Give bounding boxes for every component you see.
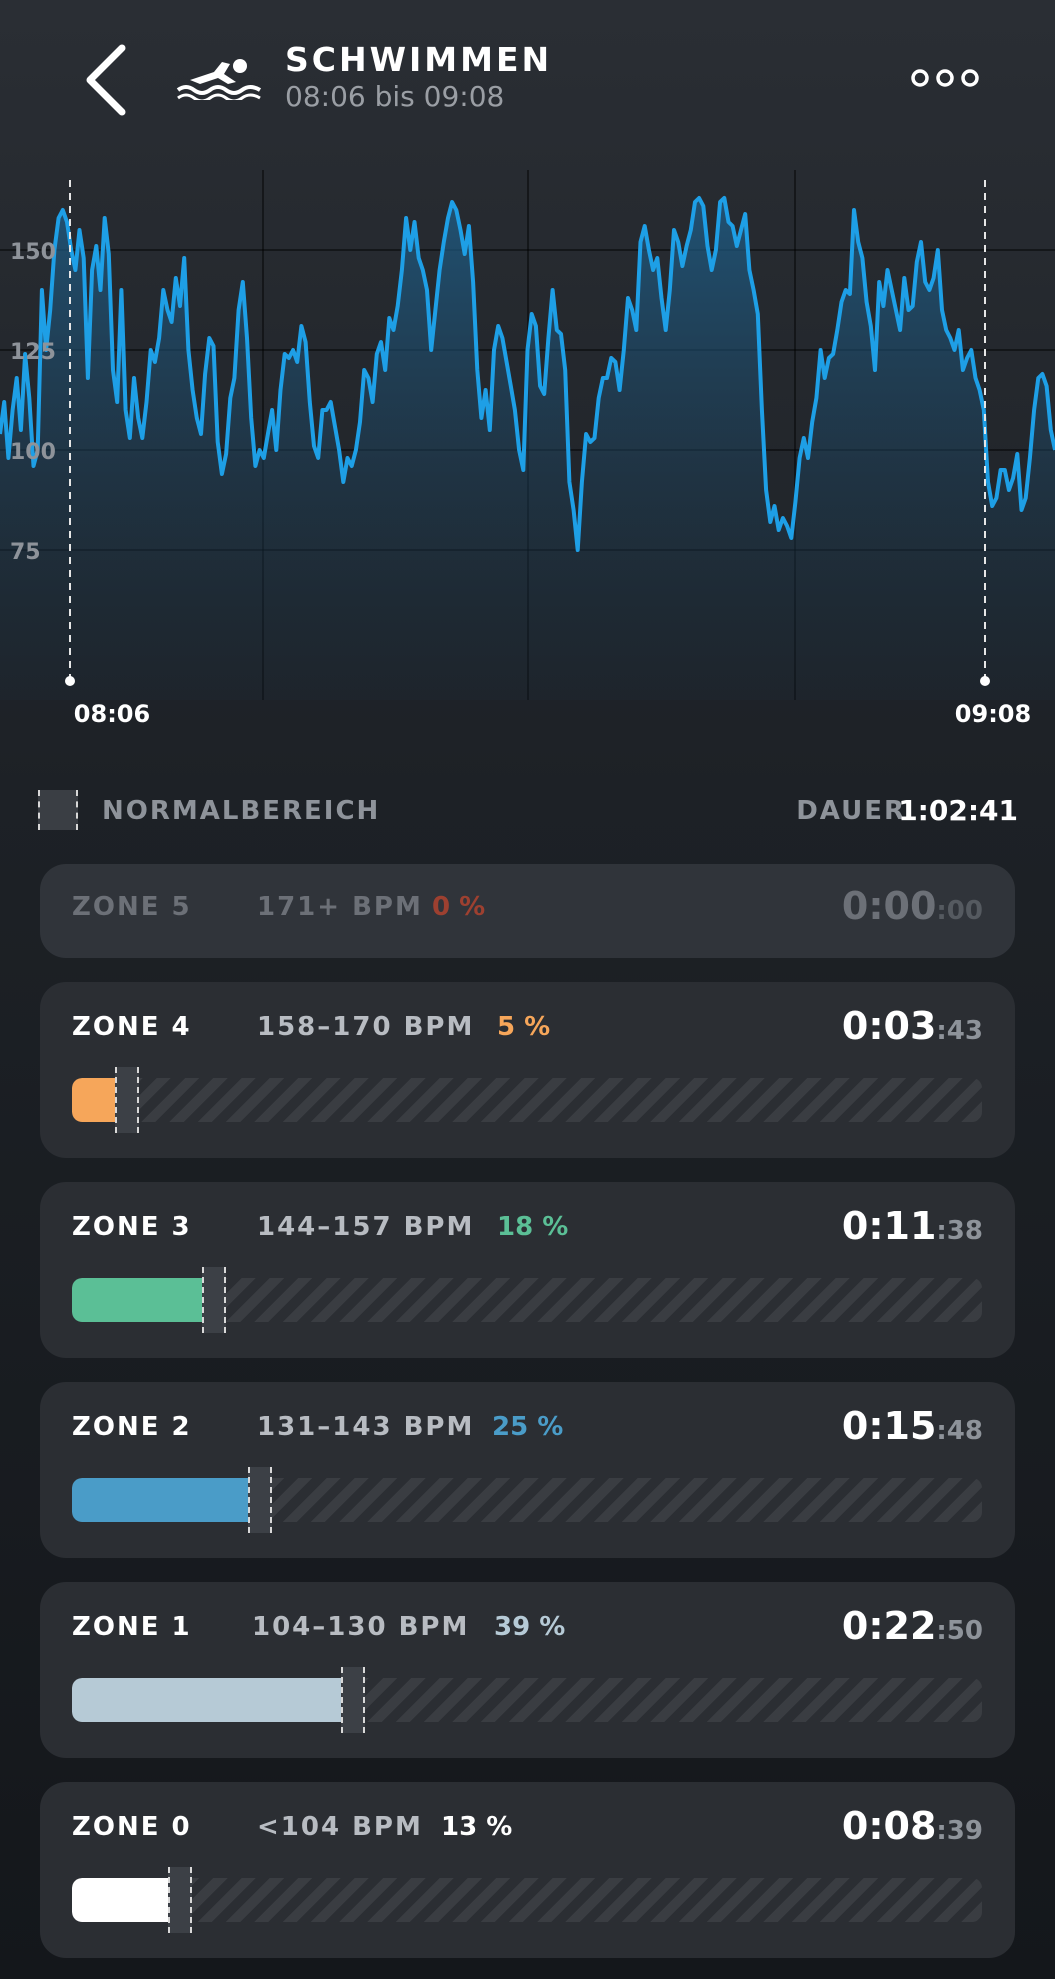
x-tick-label: 08:06 [74,700,150,728]
zone-time-minutes: 0:22 [841,1604,937,1648]
y-tick-label: 100 [10,440,56,465]
normal-range-marker [115,1067,140,1133]
zone-progress-track [72,1478,982,1522]
normal-range-marker [201,1267,226,1333]
zone-name: ZONE 1 [72,1612,192,1642]
zone-bpm-range: <104 BPM [257,1812,423,1842]
zone-percent: 18 % [497,1212,569,1242]
y-tick-label: 125 [10,340,56,365]
zone-time-seconds: :38 [936,1216,983,1246]
zone-time: 0:00:00 [842,884,983,928]
zone-time-minutes: 0:11 [841,1204,937,1248]
zone-time: 0:22:50 [842,1604,983,1648]
zone-time: 0:03:43 [842,1004,983,1048]
zone-card[interactable]: ZONE 1 104–130 BPM 39 % 0:22:50 [40,1582,1015,1758]
zone-percent: 39 % [494,1612,566,1642]
chart-area [0,198,1055,700]
zone-time-seconds: :48 [936,1416,983,1446]
zone-card[interactable]: ZONE 4 158–170 BPM 5 % 0:03:43 [40,982,1015,1158]
normal-range-marker [248,1467,273,1533]
y-tick-label: 150 [10,240,56,265]
zone-bpm-range: 104–130 BPM [252,1612,470,1642]
zone-time: 0:08:39 [842,1804,983,1848]
zone-percent: 5 % [497,1012,551,1042]
zone-card[interactable]: ZONE 5 171+ BPM 0 % 0:00:00 [40,864,1015,958]
time-range: 08:06 bis 09:08 [285,80,505,113]
header: SCHWIMMEN 08:06 bis 09:08 [0,0,1055,160]
zone-time-minutes: 0:03 [841,1004,937,1048]
zone-percent: 25 % [492,1412,564,1442]
x-tick-label: 09:08 [955,700,1031,728]
normal-range-swatch [38,790,78,830]
zone-time-seconds: :43 [936,1016,983,1046]
series-line [0,196,1055,552]
page-title: SCHWIMMEN [285,40,553,79]
chevron-left-icon[interactable] [78,40,138,120]
start-marker-dot [65,676,75,686]
zone-percent: 0 % [432,892,486,922]
zone-progress-fill [72,1678,352,1722]
zone-name: ZONE 0 [72,1812,192,1842]
zone-percent: 13 % [441,1812,513,1842]
end-marker-dot [980,676,990,686]
swimmer-icon [176,59,262,100]
zone-time-minutes: 0:00 [841,884,937,928]
zone-time-seconds: :00 [936,896,983,926]
zone-name: ZONE 2 [72,1412,192,1442]
zone-time: 0:15:48 [842,1404,983,1448]
y-tick-label: 75 [10,540,41,565]
zone-time-seconds: :50 [936,1616,983,1646]
more-dots-icon[interactable] [900,60,990,96]
zone-bpm-range: 144–157 BPM [257,1212,475,1242]
zone-progress-fill [72,1278,212,1322]
zone-bpm-range: 131–143 BPM [257,1412,475,1442]
zone-time: 0:11:38 [842,1204,983,1248]
zone-progress-track [72,1078,982,1122]
legend: NORMALBEREICH DAUER 1:02:41 [38,788,1018,832]
normal-range-marker [168,1867,193,1933]
zone-progress-track [72,1878,982,1922]
zone-card[interactable]: ZONE 3 144–157 BPM 18 % 0:11:38 [40,1182,1015,1358]
zone-card[interactable]: ZONE 0 <104 BPM 13 % 0:08:39 [40,1782,1015,1958]
duration-label: DAUER [796,796,906,826]
normal-range-label: NORMALBEREICH [102,796,381,826]
zone-bpm-range: 158–170 BPM [257,1012,475,1042]
zone-card[interactable]: ZONE 2 131–143 BPM 25 % 0:15:48 [40,1382,1015,1558]
zone-progress-fill [72,1878,179,1922]
duration-value: 1:02:41 [898,794,1018,827]
zone-time-seconds: :39 [936,1816,983,1846]
zone-name: ZONE 5 [72,892,192,922]
zone-progress-fill [72,1478,259,1522]
zone-name: ZONE 4 [72,1012,192,1042]
zone-time-minutes: 0:15 [841,1404,937,1448]
zone-name: ZONE 3 [72,1212,192,1242]
heart-rate-chart: 150 125 100 75 08:06 09:08 [0,170,1055,728]
normal-range-marker [341,1667,366,1733]
zone-time-minutes: 0:08 [841,1804,937,1848]
zone-bpm-range: 171+ BPM [257,892,423,922]
zone-progress-track [72,1678,982,1722]
